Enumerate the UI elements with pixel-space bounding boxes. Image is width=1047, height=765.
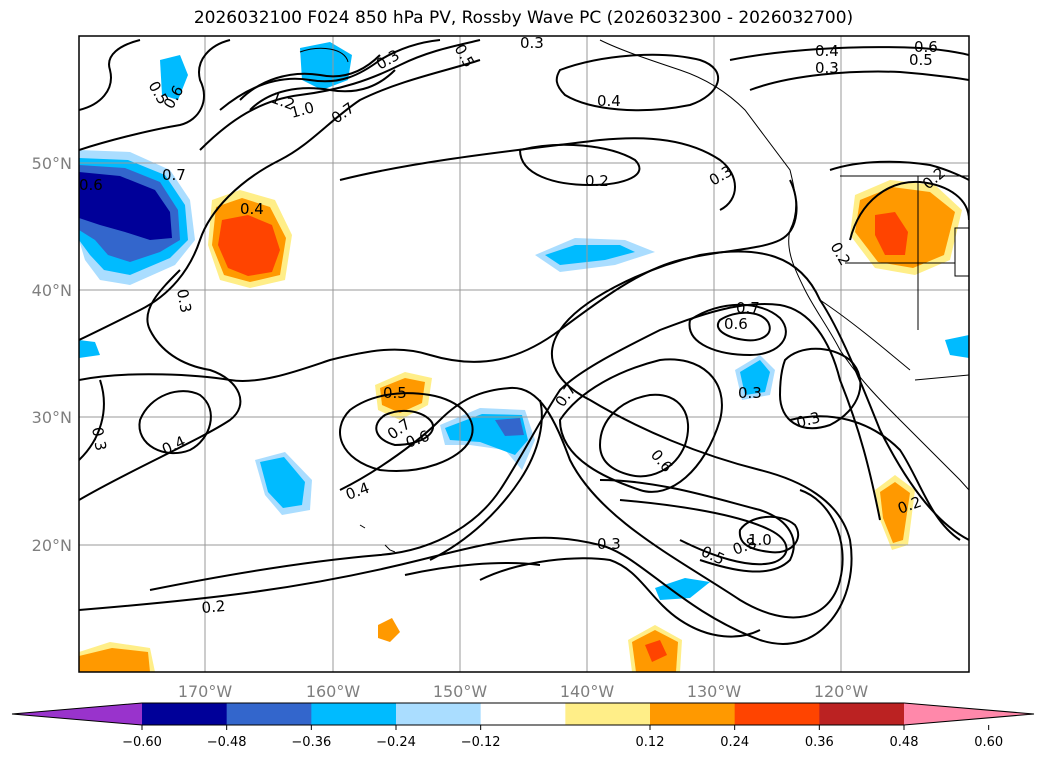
lon-tick-label: 160°W bbox=[306, 682, 361, 701]
colorbar-segment bbox=[142, 703, 228, 725]
colorbar: −0.60 −0.48 −0.36 −0.24 −0.12 0.12 0.24 0.36 0.4… bbox=[11, 702, 1035, 750]
contour-label: 0.6 bbox=[724, 315, 748, 333]
contour-label: 0.3 bbox=[794, 408, 822, 432]
colorbar-segment bbox=[819, 703, 905, 725]
contour-label: 0.3 bbox=[173, 288, 195, 315]
colorbar-tick-label: 0.60 bbox=[974, 735, 1003, 750]
lon-tick-label: 150°W bbox=[433, 682, 488, 701]
neg-anomaly-e bbox=[945, 335, 969, 358]
colorbar-tick-label: 0.12 bbox=[636, 735, 665, 750]
neg-anomaly-128w-2 bbox=[740, 360, 770, 395]
contour-label: 0.7 bbox=[552, 380, 580, 410]
filled-anomalies bbox=[79, 42, 969, 672]
lon-tick-label: 140°W bbox=[560, 682, 615, 701]
lon-axis: 170°W 160°W 150°W 140°W 130°W 120°W bbox=[178, 682, 869, 701]
contour-label: 0.5 bbox=[698, 542, 727, 568]
colorbar-segment bbox=[226, 703, 312, 725]
colorbar-segment bbox=[565, 703, 651, 725]
contour-label: 0.3 bbox=[738, 384, 762, 402]
colorbar-extend-max bbox=[904, 703, 1034, 725]
neg-anomaly-west-4 bbox=[79, 172, 172, 240]
lat-tick-label: 20°N bbox=[32, 536, 72, 555]
neg-anomaly-w2 bbox=[79, 340, 100, 358]
neg-anomaly-nw bbox=[160, 55, 188, 100]
colorbar-tick-label: −0.60 bbox=[122, 735, 162, 750]
colorbar-extend-min bbox=[12, 703, 142, 725]
neg-anomaly-142w-2 bbox=[545, 245, 635, 265]
contour-label: 0.6 bbox=[79, 176, 103, 194]
contour-label: 0.5 bbox=[909, 51, 933, 69]
neg-anomaly-s bbox=[655, 578, 710, 600]
colorbar-tick-label: −0.48 bbox=[207, 735, 247, 750]
lon-tick-label: 130°W bbox=[687, 682, 742, 701]
contour-label: 0.7 bbox=[328, 99, 358, 127]
contour-label: 0.3 bbox=[706, 162, 736, 190]
pos-anomaly-s1-2 bbox=[79, 648, 150, 672]
lat-axis: 50°N 40°N 30°N 20°N bbox=[32, 154, 72, 555]
lon-tick-label: 170°W bbox=[178, 682, 233, 701]
colorbar-tick-label: −0.12 bbox=[461, 735, 501, 750]
map-plot-area: 0.5 0.6 0.7 0.4 0.3 0.3 0.5 1.0 1.2 0.7 … bbox=[79, 34, 969, 672]
colorbar-tick-label: 0.36 bbox=[805, 735, 834, 750]
colorbar-segment bbox=[650, 703, 736, 725]
contour-label: 1.0 bbox=[748, 531, 772, 549]
contour-label: 0.4 bbox=[597, 92, 621, 110]
contour-label: 0.5 bbox=[383, 384, 407, 402]
contour-label: 0.4 bbox=[240, 200, 264, 218]
neg-anomaly-163w-2 bbox=[260, 457, 305, 508]
colorbar-tick-label: −0.24 bbox=[376, 735, 416, 750]
contour-label: 0.3 bbox=[88, 426, 110, 453]
colorbar-segment bbox=[396, 703, 482, 725]
contour-label: 0.3 bbox=[815, 59, 839, 77]
colorbar-segment bbox=[734, 703, 820, 725]
lon-tick-label: 120°W bbox=[814, 682, 869, 701]
lat-tick-label: 50°N bbox=[32, 154, 72, 173]
gridlines bbox=[79, 36, 969, 672]
pv-contours bbox=[79, 39, 969, 645]
neg-anomaly-148w-3 bbox=[495, 418, 524, 436]
coastlines bbox=[299, 39, 969, 553]
contour-label: 0.4 bbox=[815, 42, 839, 60]
contour-label: 0.6 bbox=[914, 38, 938, 56]
colorbar-tick-label: 0.48 bbox=[890, 735, 919, 750]
contour-label: 1.0 bbox=[288, 98, 316, 122]
neg-anomaly-north bbox=[300, 42, 352, 90]
colorbar-segment bbox=[311, 703, 397, 725]
pos-anomaly-se-2 bbox=[880, 482, 910, 543]
plot-frame bbox=[78, 35, 970, 673]
pos-anomaly-165w-3 bbox=[218, 215, 280, 276]
contour-label: 0.7 bbox=[736, 299, 760, 317]
lat-tick-label: 30°N bbox=[32, 408, 72, 427]
contour-label: 0.2 bbox=[585, 172, 609, 190]
contour-label: 0.2 bbox=[201, 597, 226, 617]
contour-label: 0.7 bbox=[162, 166, 186, 184]
contour-label: 0.3 bbox=[520, 34, 544, 52]
contour-label: 0.6 bbox=[647, 446, 676, 476]
pos-anomaly-117w-3 bbox=[875, 212, 908, 255]
pos-anomaly-155w-2 bbox=[380, 378, 425, 413]
lat-tick-label: 40°N bbox=[32, 281, 72, 300]
colorbar-tick-label: 0.24 bbox=[720, 735, 749, 750]
map-title: 2026032100 F024 850 hPa PV, Rossby Wave … bbox=[193, 8, 854, 28]
colorbar-segment bbox=[480, 703, 566, 725]
contour-label: 0.4 bbox=[343, 479, 372, 504]
contour-label: 0.2 bbox=[827, 239, 855, 269]
colorbar-tick-label: −0.36 bbox=[291, 735, 331, 750]
contour-label: 0.3 bbox=[597, 535, 621, 553]
contour-labels: 0.5 0.6 0.7 0.4 0.3 0.3 0.5 1.0 1.2 0.7 … bbox=[79, 34, 949, 617]
pos-anomaly-s2-3 bbox=[645, 640, 667, 662]
pos-anomaly-s3 bbox=[378, 618, 400, 642]
